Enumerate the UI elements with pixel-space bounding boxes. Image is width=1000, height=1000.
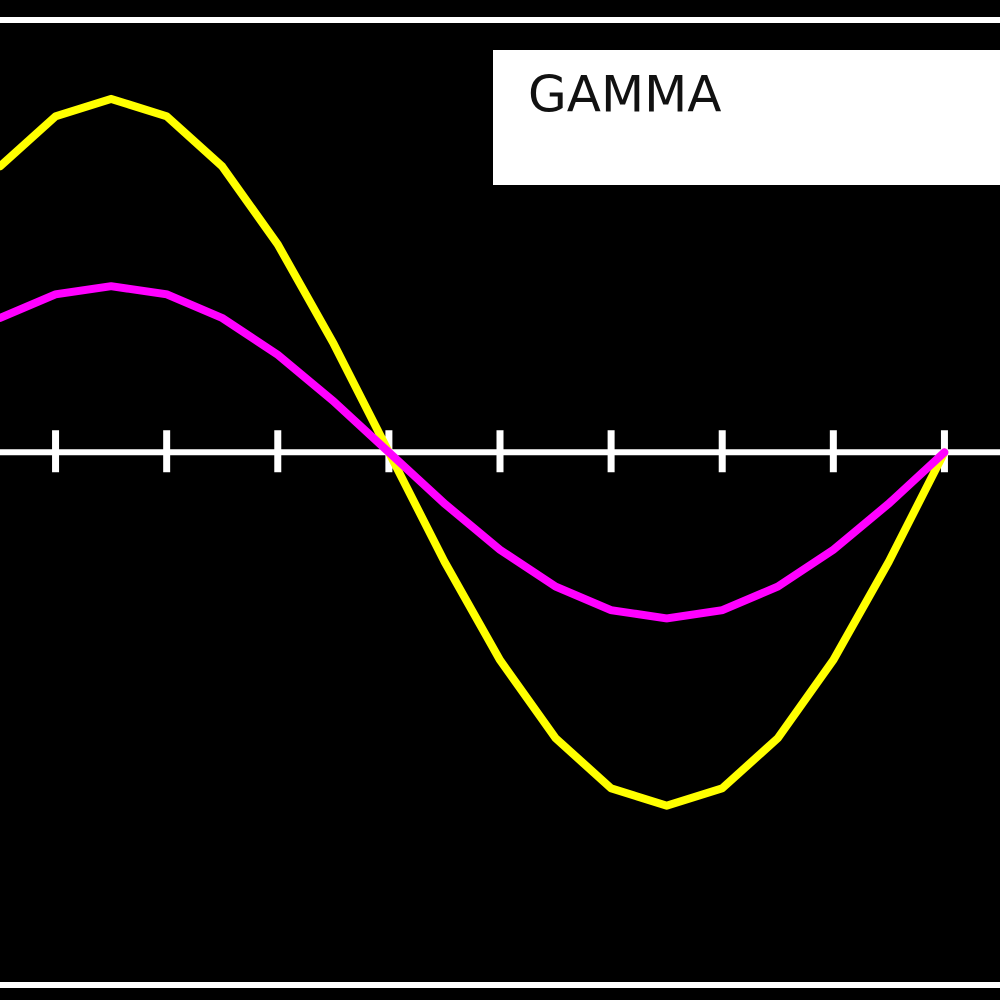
series-line — [0, 282, 949, 623]
chart-title: GAMMA — [528, 66, 721, 124]
label-box — [493, 50, 1000, 185]
series-line — [0, 94, 949, 810]
